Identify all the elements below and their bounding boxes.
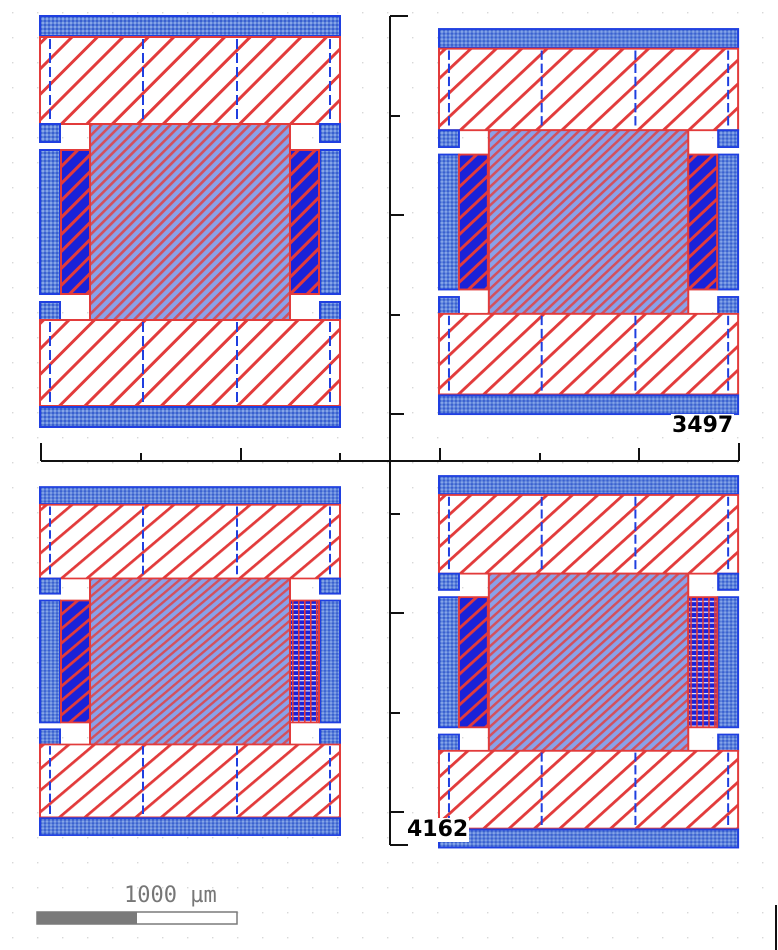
right-dark-strip <box>687 596 719 729</box>
device-bottom-right <box>438 475 740 849</box>
horizontal-dimension-label: 3497 <box>671 413 735 438</box>
right-dark-strip <box>289 149 320 295</box>
left-dark-strip <box>457 153 489 291</box>
right-dark-strip <box>687 153 719 291</box>
vertical-ruler <box>389 15 408 846</box>
right-dark-strip <box>289 599 320 724</box>
scale-bar-label: 1000 µm <box>124 883 217 908</box>
device-top-right <box>438 28 740 416</box>
device-top-left <box>39 15 341 428</box>
left-dark-strip <box>457 596 489 729</box>
vertical-dimension-label: 4162 <box>406 817 470 842</box>
device-bottom-left <box>39 486 341 837</box>
left-dark-strip <box>60 149 91 295</box>
scale-bar <box>36 911 238 925</box>
left-dark-strip <box>60 599 91 724</box>
